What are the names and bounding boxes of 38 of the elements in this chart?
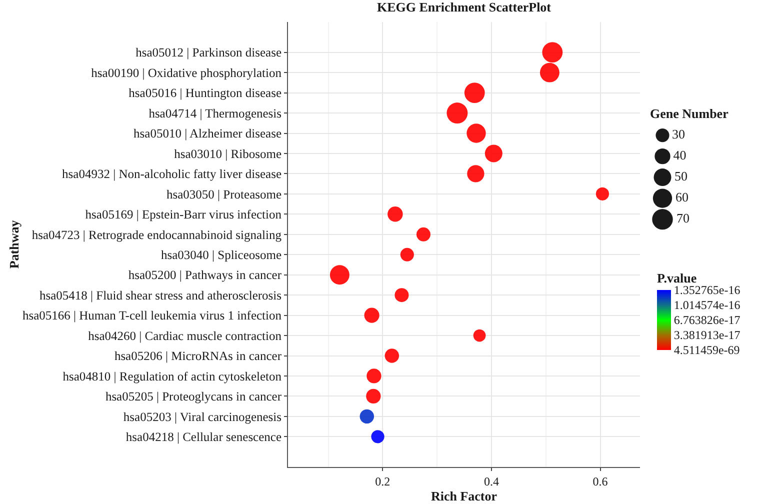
y-tick-label: hsa00190 | Oxidative phosphorylation (91, 66, 282, 80)
color-bar-label: 3.381913e-17 (674, 328, 740, 342)
y-tick-label: hsa05016 | Huntington disease (128, 86, 282, 100)
y-tick-label: hsa05010 | Alzheimer disease (134, 126, 282, 141)
y-tick-label: hsa05200 | Pathways in cancer (128, 268, 282, 282)
y-tick-label: hsa04810 | Regulation of actin cytoskeleton (62, 369, 282, 384)
y-axis-title: Pathway (6, 220, 22, 269)
y-tick-label: hsa03050 | Proteasome (166, 187, 282, 202)
x-tick-label: 0.4 (484, 474, 499, 488)
color-bar-label: 6.763826e-17 (674, 313, 740, 328)
chart-title: KEGG Enrichment ScatterPlot (376, 0, 552, 15)
y-tick-label: hsa05206 | MicroRNAs in cancer (114, 349, 282, 364)
y-tick-label: hsa03010 | Ribosome (174, 146, 282, 161)
color-bar-title: P.value (657, 270, 697, 286)
legend-label: 50 (674, 168, 688, 184)
x-tick-label: 0.6 (592, 474, 608, 488)
color-bar-label: 1.352765e-16 (674, 283, 740, 298)
color-bar-label: 1.014574e-16 (674, 298, 740, 312)
y-tick-label: hsa04714 | Thermogenesis (148, 106, 282, 120)
x-tick-label: 0.2 (375, 474, 390, 488)
y-tick-label: hsa04932 | Non-alcoholic fatty liver disease (62, 167, 282, 182)
legend-label: 40 (673, 148, 686, 163)
color-bar-label: 4.511459e-69 (674, 343, 740, 358)
y-tick-label: hsa04218 | Cellular senescence (126, 430, 282, 444)
y-tick-label: hsa05012 | Parkinson disease (136, 46, 282, 60)
y-tick-label: hsa05166 | Human T-cell leukemia virus 1 infection (22, 308, 282, 323)
y-tick-label: hsa04723 | Retrograde endocannabinoid signaling (32, 228, 282, 242)
legend-label: 60 (675, 190, 688, 205)
x-axis-title: Rich Factor (430, 488, 498, 504)
y-tick-label: hsa05205 | Proteoglycans in cancer (105, 390, 282, 404)
y-tick-label: hsa05418 | Fluid shear stress and atherosclerosis (39, 288, 282, 302)
legend-title: Gene Number (650, 106, 729, 121)
y-tick-label: hsa05169 | Epstein-Barr virus infection (85, 208, 282, 222)
legend-label: 30 (672, 126, 685, 142)
y-tick-label: hsa05203 | Viral carcinogenesis (123, 410, 282, 424)
y-tick-label: hsa04260 | Cardiac muscle contraction (88, 328, 282, 343)
y-tick-label: hsa03040 | Spliceosome (160, 248, 282, 262)
legend-label: 70 (676, 210, 690, 226)
